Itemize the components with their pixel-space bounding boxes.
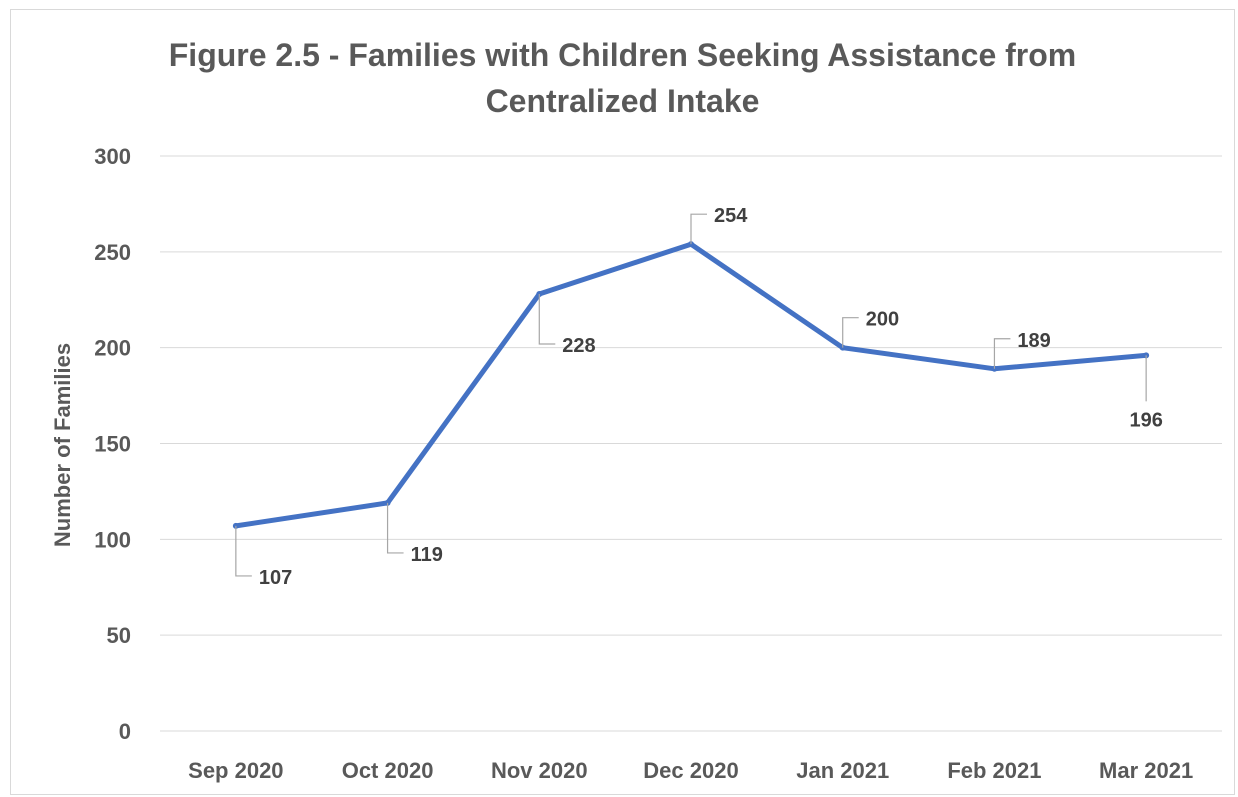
data-label: 254 [714, 205, 748, 227]
data-label: 228 [562, 335, 595, 357]
data-label: 107 [259, 567, 292, 589]
x-tick-label: Sep 2020 [188, 758, 283, 783]
data-label-leader [842, 317, 859, 348]
chart-title-line-2: Centralized Intake [485, 83, 760, 119]
data-labels: 107 119 228 254 200 189 196 [235, 205, 1163, 589]
y-axis-label: Number of Families [50, 343, 75, 547]
x-tick-label: Nov 2020 [491, 758, 588, 783]
data-label: 189 [1017, 330, 1050, 352]
data-label-leader [235, 525, 252, 577]
series-line [233, 241, 1149, 529]
data-label-leader [386, 502, 404, 554]
x-tick-label: Feb 2021 [947, 758, 1041, 783]
x-tick-label: Jan 2021 [796, 758, 889, 783]
y-tick-label: 200 [94, 336, 131, 361]
data-label: 200 [866, 309, 899, 331]
x-tick-label: Oct 2020 [342, 758, 434, 783]
data-label-leader [690, 213, 707, 245]
y-axis-ticks: 0 50 100 150 200 250 300 [94, 144, 131, 744]
data-label-leader [993, 338, 1011, 369]
chart-title: Figure 2.5 - Families with Children Seek… [10, 32, 1235, 124]
y-tick-label: 150 [94, 432, 131, 457]
series-families [232, 241, 1150, 529]
y-tick-label: 0 [119, 719, 131, 744]
data-label-leader [538, 294, 556, 345]
chart-title-line-1: Figure 2.5 - Families with Children Seek… [168, 37, 1077, 73]
x-axis-ticks: Sep 2020 Oct 2020 Nov 2020 Dec 2020 Jan 2021… [188, 758, 1193, 783]
y-tick-label: 100 [94, 527, 131, 552]
x-tick-label: Dec 2020 [643, 758, 738, 783]
y-tick-label: 300 [94, 144, 131, 169]
y-tick-label: 50 [107, 623, 131, 648]
gridlines [160, 155, 1222, 732]
chart-area [10, 9, 1235, 795]
data-label: 119 [411, 544, 443, 566]
y-tick-label: 250 [94, 240, 131, 265]
data-label: 196 [1129, 409, 1162, 431]
x-tick-label: Mar 2021 [1099, 758, 1193, 783]
